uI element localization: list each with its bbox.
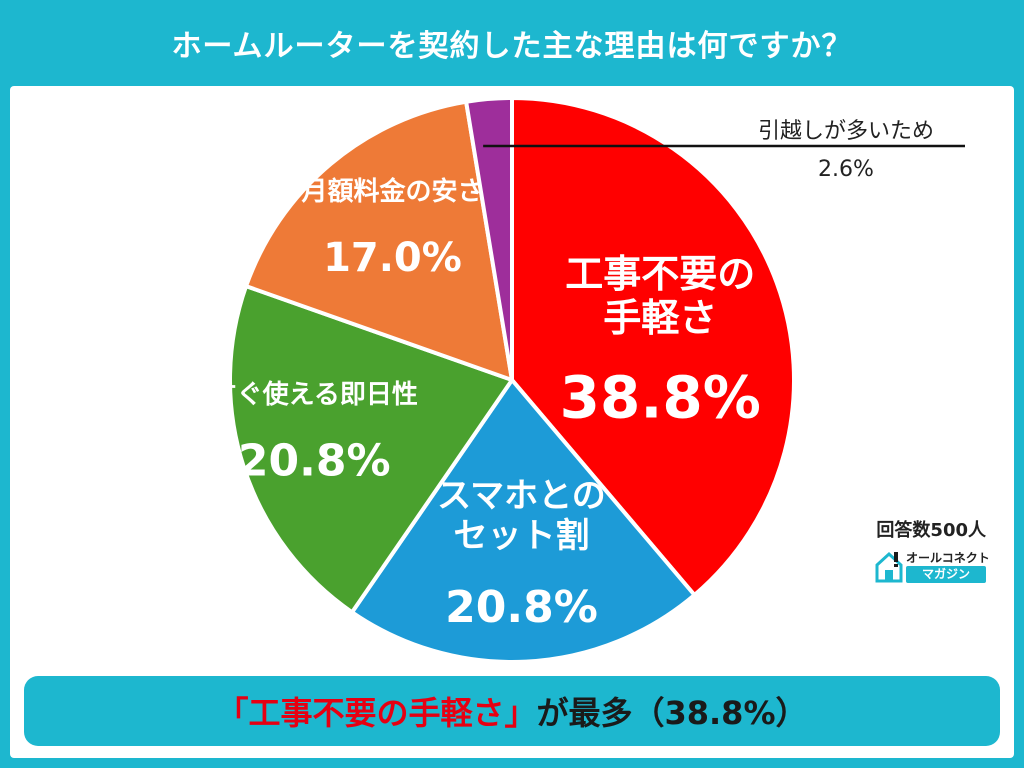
slice-value-2: 20.8% [238,436,391,487]
logo-text-badge: マガジン [906,566,986,583]
conclusion-highlight: 「工事不要の手軽さ」 [216,694,537,732]
chart-title: ホームルーターを契約した主な理由は何ですか？ [171,29,853,64]
slice-label-0-0: 工事不要の [565,252,755,296]
pie-slice-3 [244,99,514,382]
slice-label-1-0: スマホとの [437,476,606,516]
slice-value-4: 2.6% [818,157,874,182]
pie-slice-0 [510,96,796,598]
slice-label-1-1: セット割 [453,516,589,556]
logo-text-top: オールコネクト [906,551,990,565]
pie-slice-2 [228,284,514,615]
brand-logo: オールコネクト マガジン [874,549,994,585]
slice-label-3-0: 月額料金の安さ [300,176,483,207]
conclusion-banner: 「工事不要の手軽さ」 が最多（38.8%） [24,676,1000,746]
slice-value-1: 20.8% [445,582,598,633]
slice-value-0: 38.8% [560,363,761,431]
pie-slice-1 [350,378,697,664]
sample-size-label: 回答数500人 [876,520,986,541]
slice-label-4: 引越しが多いため [758,119,934,144]
chart-panel: 工事不要の 手軽さ 38.8% スマホとの セット割 20.8% すぐ使える即日性 20.8%… [10,86,1014,758]
conclusion-rest: が最多（38.8%） [536,694,808,732]
pie-slice-4 [464,96,514,382]
slice-value-3: 17.0% [323,235,462,281]
slice-label-2-0: すぐ使える即日性 [211,380,418,410]
slice-label-0-1: 手軽さ [603,296,717,340]
house-icon [875,551,903,583]
